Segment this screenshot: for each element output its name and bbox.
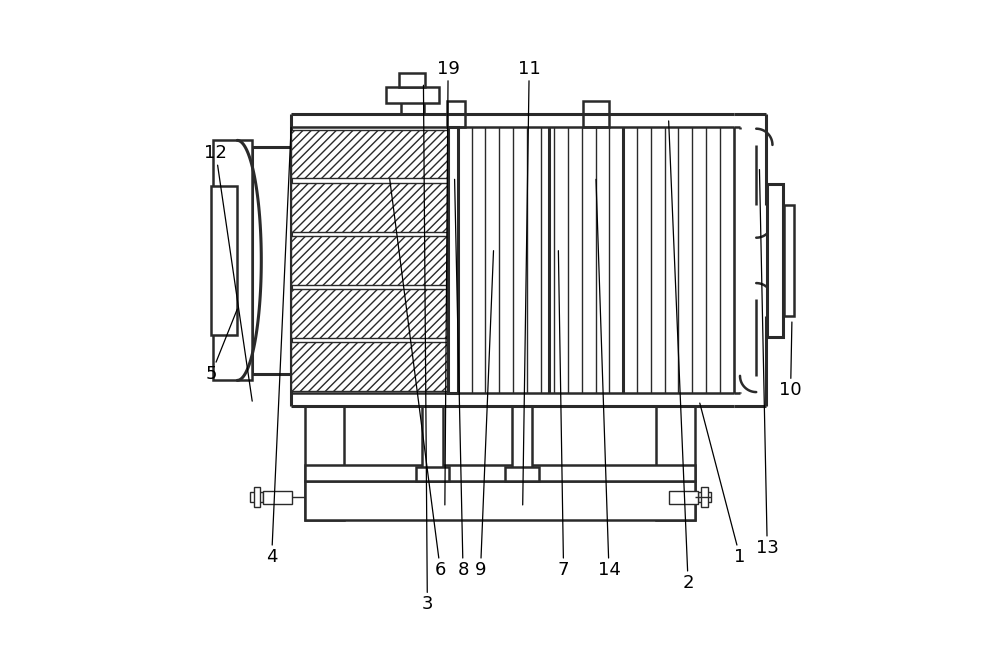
Bar xyxy=(291,289,448,338)
Text: 3: 3 xyxy=(422,85,433,613)
Bar xyxy=(401,87,424,114)
Text: 10: 10 xyxy=(779,322,802,399)
Text: 4: 4 xyxy=(266,127,291,566)
Bar xyxy=(656,406,695,520)
Bar xyxy=(211,186,237,335)
Text: 1: 1 xyxy=(700,403,746,566)
Bar xyxy=(701,487,708,507)
Bar xyxy=(254,487,260,507)
Bar xyxy=(263,491,292,504)
Bar xyxy=(386,87,439,103)
Bar xyxy=(416,466,449,481)
Bar xyxy=(512,406,532,471)
Bar xyxy=(252,147,291,374)
Text: 6: 6 xyxy=(390,179,446,579)
Bar xyxy=(291,236,448,284)
Bar xyxy=(784,205,794,315)
Text: 12: 12 xyxy=(204,145,252,401)
Bar xyxy=(399,73,425,87)
Text: 5: 5 xyxy=(206,309,237,383)
Text: 14: 14 xyxy=(596,179,620,579)
Text: 11: 11 xyxy=(518,60,541,505)
Bar xyxy=(767,184,783,337)
Bar xyxy=(422,406,443,471)
Bar xyxy=(669,491,698,504)
Bar xyxy=(305,481,695,520)
Bar xyxy=(305,464,695,481)
Text: 8: 8 xyxy=(455,179,469,579)
Bar xyxy=(505,466,539,481)
Text: 7: 7 xyxy=(558,251,569,579)
Bar xyxy=(305,406,344,520)
Bar xyxy=(698,492,711,502)
Bar xyxy=(583,101,609,127)
Bar xyxy=(213,141,252,380)
Bar xyxy=(291,129,448,178)
Bar xyxy=(448,127,458,394)
Bar xyxy=(447,101,465,127)
Bar xyxy=(291,183,448,231)
Bar xyxy=(291,342,448,391)
Text: 2: 2 xyxy=(669,121,694,592)
Text: 9: 9 xyxy=(475,251,494,579)
Text: 13: 13 xyxy=(756,170,779,556)
Bar xyxy=(250,492,263,502)
Text: 19: 19 xyxy=(437,60,460,505)
